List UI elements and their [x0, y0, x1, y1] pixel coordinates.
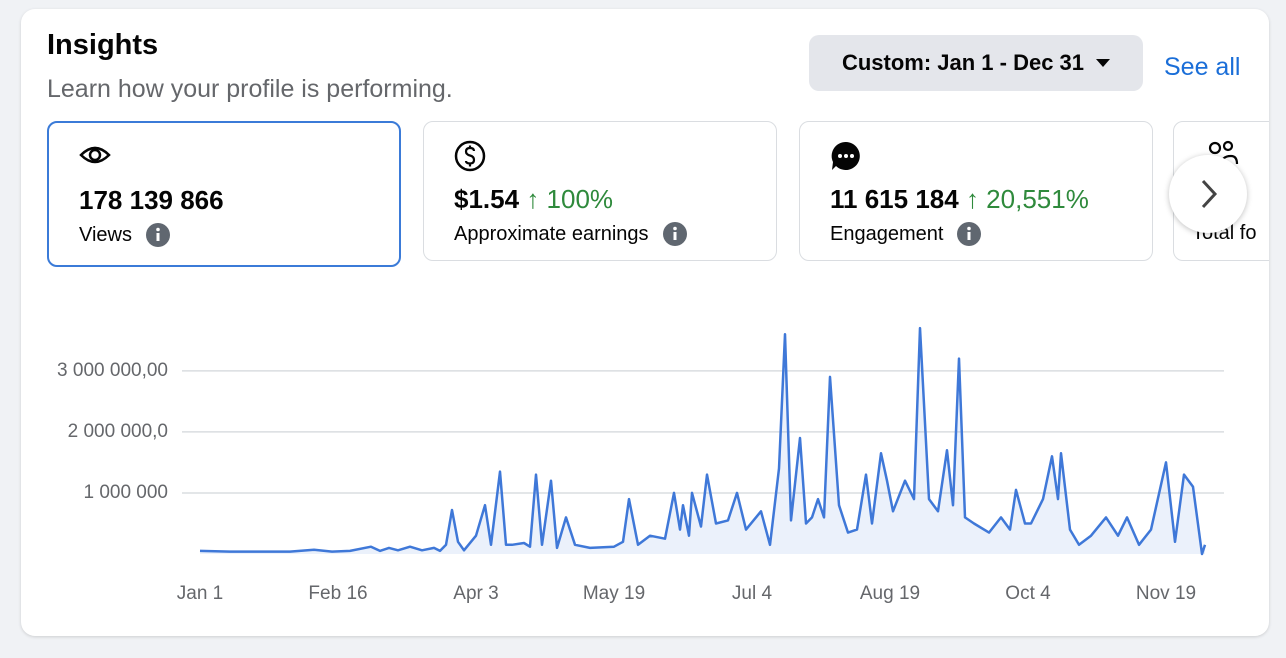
- insights-panel: Insights Learn how your profile is perfo…: [21, 9, 1269, 636]
- engagement-card[interactable]: 11 615 184 ↑ 20,551% Engagement: [799, 121, 1153, 261]
- value: $1.54: [454, 184, 520, 214]
- card-value: $1.54 ↑ 100%: [454, 184, 613, 215]
- caret: [1096, 59, 1111, 67]
- x-tick-label: Nov 19: [1136, 583, 1196, 604]
- change-value: 20,551%: [986, 184, 1089, 214]
- x-tick-label: Jan 1: [177, 583, 223, 604]
- earnings-card[interactable]: $1.54 ↑ 100% Approximate earnings: [423, 121, 777, 261]
- x-tick-label: Aug 19: [860, 583, 920, 604]
- see-all-link[interactable]: See all: [1164, 53, 1241, 81]
- info-icon[interactable]: [957, 222, 982, 246]
- info-icon[interactable]: [146, 223, 170, 247]
- title: Insights: [47, 29, 159, 61]
- card-label: Engagement: [830, 222, 944, 245]
- views-card[interactable]: 178 139 866 Views: [47, 121, 401, 267]
- dollar-icon: [454, 140, 486, 172]
- x-tick-label: Oct 4: [1005, 583, 1051, 604]
- info-icon[interactable]: [662, 222, 687, 246]
- value: 11 615 184: [830, 184, 959, 214]
- date-range-button[interactable]: Custom: Jan 1 - Dec 31: [809, 35, 1143, 91]
- x-tick-label: Jul 4: [732, 583, 773, 604]
- y-tick-label: 1 000 000: [83, 482, 168, 503]
- x-tick-label: Apr 3: [453, 583, 498, 604]
- card-value: 178 139 866: [79, 185, 224, 215]
- x-tick-label: May 19: [583, 583, 645, 604]
- chevron: [1201, 179, 1218, 209]
- change: ↑ 20,551%: [965, 184, 1089, 214]
- subtitle: Learn how your profile is performing.: [47, 75, 453, 103]
- next-button[interactable]: [1169, 155, 1247, 233]
- date-range: Custom: Jan 1 - Dec 31: [841, 50, 1085, 75]
- card-label: Approximate earnings: [454, 222, 649, 245]
- change: ↑ 100%: [526, 184, 614, 214]
- card-label: Views: [79, 223, 132, 246]
- x-tick-label: Feb 16: [308, 583, 367, 604]
- y-tick-label: 2 000 000,0: [68, 421, 168, 442]
- change-value: 100%: [546, 184, 614, 214]
- line: [199, 326, 1207, 556]
- y-tick-label: 3 000 000,00: [57, 360, 168, 381]
- chat-icon: [831, 141, 860, 170]
- eye-icon: [79, 146, 111, 164]
- card-value: 11 615 184 ↑ 20,551%: [830, 184, 1089, 215]
